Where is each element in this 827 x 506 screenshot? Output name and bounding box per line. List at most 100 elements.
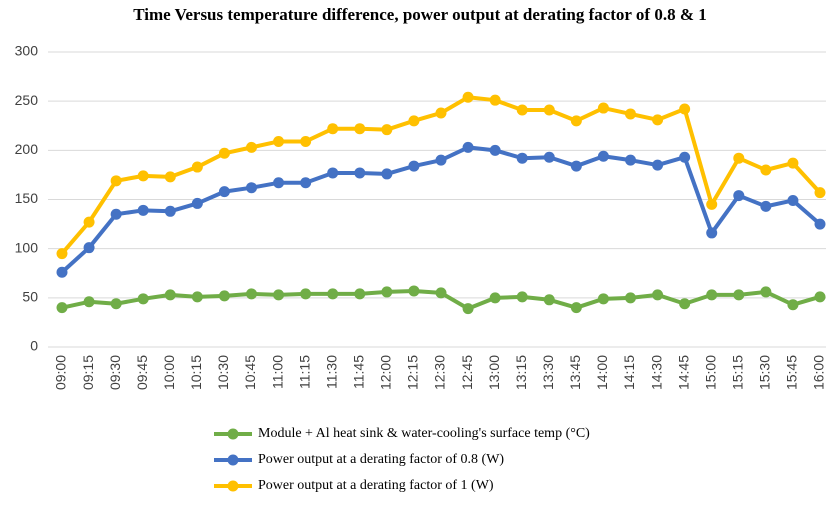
x-tick-label: 10:45 <box>242 355 258 390</box>
point <box>327 167 339 179</box>
legend-marker <box>227 480 239 492</box>
x-tick-label: 11:15 <box>296 355 312 389</box>
x-tick-label: 12:15 <box>405 355 421 390</box>
point <box>597 102 609 114</box>
x-tick-label: 09:30 <box>107 355 123 390</box>
point <box>706 227 718 239</box>
point <box>110 175 122 187</box>
legend-label: Power output at a derating factor of 1 (… <box>258 478 494 493</box>
point <box>760 164 772 176</box>
point <box>164 205 176 217</box>
x-tick-label: 11:45 <box>350 355 366 389</box>
point <box>381 124 393 136</box>
point <box>814 218 826 230</box>
point <box>83 242 95 254</box>
point <box>300 177 312 189</box>
point <box>814 187 826 199</box>
x-tick-label: 14:45 <box>675 355 691 390</box>
point <box>543 151 555 163</box>
x-tick-label: 10:30 <box>215 355 231 390</box>
point <box>652 159 664 171</box>
legend-marker <box>227 454 239 466</box>
point <box>489 144 501 156</box>
point <box>56 248 68 260</box>
y-tick-label: 100 <box>15 239 39 255</box>
point <box>164 171 176 183</box>
point <box>273 289 285 301</box>
point <box>625 154 636 166</box>
point <box>733 152 745 164</box>
point <box>570 302 582 314</box>
x-tick-label: 15:00 <box>702 355 718 390</box>
point <box>300 135 312 147</box>
point <box>787 157 799 169</box>
point <box>327 123 339 135</box>
point <box>354 123 366 135</box>
point <box>652 289 664 301</box>
point <box>570 115 582 127</box>
point <box>679 103 691 115</box>
point <box>787 299 799 311</box>
point <box>462 91 474 103</box>
point <box>625 108 636 120</box>
point <box>489 292 501 304</box>
point <box>760 200 772 212</box>
point <box>516 152 528 164</box>
point <box>760 286 772 298</box>
point <box>408 115 420 127</box>
y-tick-label: 300 <box>15 43 39 59</box>
x-tick-label: 10:00 <box>161 355 177 390</box>
legend-marker <box>227 428 239 440</box>
point <box>462 303 474 315</box>
point <box>110 208 122 220</box>
point <box>56 302 68 314</box>
point <box>706 289 718 301</box>
point <box>191 291 203 303</box>
x-tick-label: 14:15 <box>621 355 637 390</box>
point <box>408 160 420 172</box>
x-tick-label: 09:45 <box>134 355 150 390</box>
point <box>733 190 745 202</box>
legend-label: Module + Al heat sink & water-cooling's … <box>258 426 590 441</box>
y-tick-label: 250 <box>15 92 39 108</box>
x-tick-label: 11:00 <box>269 355 285 389</box>
x-tick-label: 09:15 <box>80 355 96 390</box>
point <box>679 151 691 163</box>
point <box>354 288 366 300</box>
point <box>435 287 447 299</box>
legend-label: Power output at a derating factor of 0.8… <box>258 452 504 467</box>
point <box>137 293 149 305</box>
x-tick-label: 10:15 <box>188 355 204 390</box>
point <box>543 104 555 116</box>
x-tick-label: 09:00 <box>53 355 69 390</box>
point <box>462 141 474 153</box>
y-tick-label: 150 <box>15 190 39 206</box>
y-tick-label: 50 <box>22 289 38 305</box>
point <box>218 147 230 159</box>
point <box>137 170 149 182</box>
point <box>597 150 609 162</box>
point <box>516 291 528 303</box>
point <box>246 182 257 194</box>
point <box>246 141 257 153</box>
x-tick-label: 15:30 <box>757 355 773 390</box>
point <box>218 186 230 198</box>
point <box>570 160 582 172</box>
point <box>327 288 339 300</box>
point <box>489 94 501 106</box>
point <box>191 161 203 173</box>
point <box>435 107 447 119</box>
point <box>733 289 745 301</box>
chart-title: Time Versus temperature difference, powe… <box>133 5 707 24</box>
point <box>273 177 285 189</box>
x-tick-label: 15:15 <box>729 355 745 390</box>
point <box>300 288 312 300</box>
point <box>56 266 68 278</box>
point <box>83 296 95 308</box>
x-tick-label: 14:00 <box>594 355 610 390</box>
x-tick-label: 12:00 <box>378 355 394 390</box>
x-tick-label: 11:30 <box>323 355 339 389</box>
x-tick-label: 16:00 <box>811 355 827 390</box>
x-tick-label: 12:30 <box>432 355 448 390</box>
